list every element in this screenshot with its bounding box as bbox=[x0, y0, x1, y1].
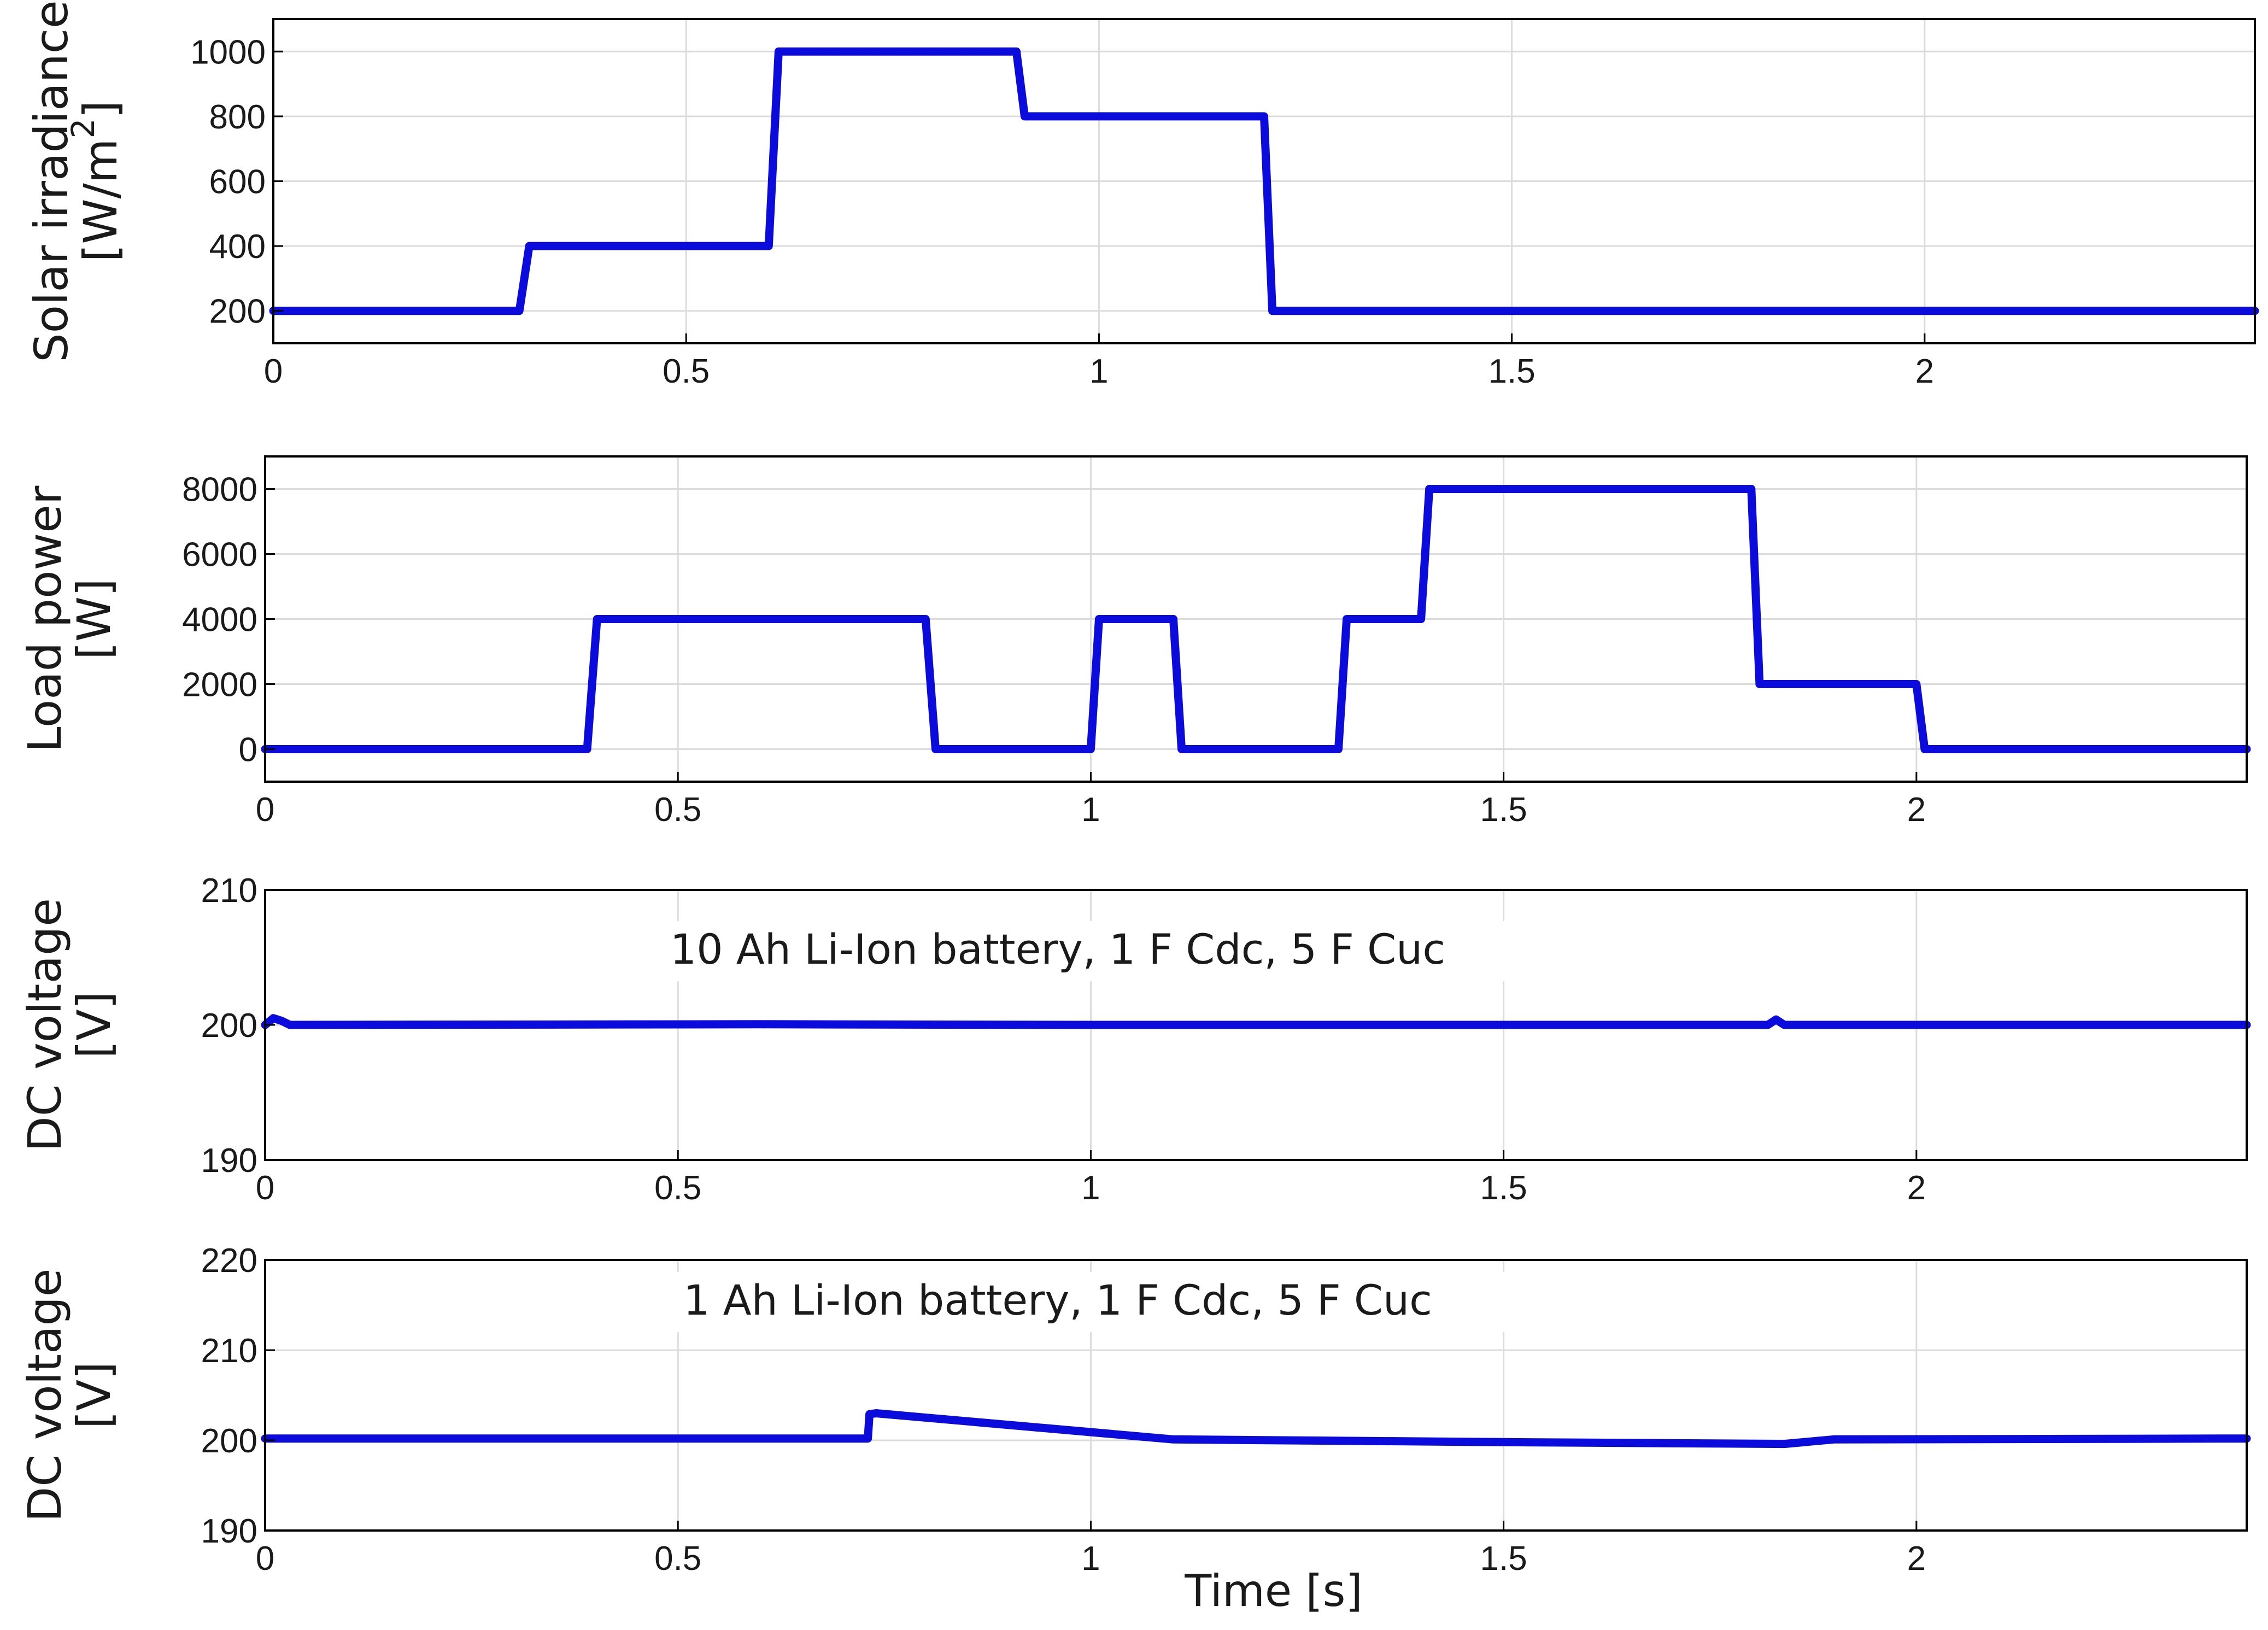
data-series-line bbox=[269, 47, 2259, 315]
y-tick-label: 4000 bbox=[182, 601, 257, 639]
x-tick-label: 2 bbox=[1915, 353, 1934, 390]
x-tick-label: 1 bbox=[1081, 791, 1100, 829]
x-tick-label: 1 bbox=[1089, 353, 1108, 390]
x-tick-label: 2 bbox=[1907, 1169, 1926, 1207]
y-axis-label: Solar irradiance bbox=[25, 0, 78, 362]
subplot-3: 10 Ah Li-Ion battery, 1 F Cdc, 5 F Cuc 0 0… bbox=[18, 872, 2251, 1207]
y-tick-label: 190 bbox=[201, 1142, 257, 1180]
x-tick-label: 1.5 bbox=[1480, 1540, 1527, 1578]
subplot-4: 1 Ah Li-Ion battery, 1 F Cdc, 5 F Cuc 0 0.… bbox=[18, 1242, 2251, 1578]
x-tick-label: 0 bbox=[256, 1169, 274, 1207]
x-tick-label: 2 bbox=[1907, 791, 1926, 829]
x-tick-label: 0.5 bbox=[654, 1540, 701, 1578]
y-axis-label: [W] bbox=[67, 578, 121, 660]
data-series-line bbox=[261, 485, 2251, 753]
y-axis-label: Load power bbox=[18, 485, 72, 752]
data-series-line bbox=[261, 1409, 2251, 1449]
x-tick-label: 0.5 bbox=[654, 1169, 701, 1207]
subplot-annotation: 10 Ah Li-Ion battery, 1 F Cdc, 5 F Cuc bbox=[670, 925, 1445, 974]
y-axis-label: [V] bbox=[67, 991, 121, 1058]
x-tick-label: 2 bbox=[1907, 1540, 1926, 1578]
x-tick-label: 1.5 bbox=[1480, 1169, 1527, 1207]
y-tick-label: 8000 bbox=[182, 471, 257, 509]
y-tick-label: 400 bbox=[209, 228, 266, 266]
y-tick-label: 210 bbox=[201, 1332, 257, 1370]
y-tick-label: 800 bbox=[209, 98, 266, 136]
axes-frame bbox=[264, 1259, 2248, 1532]
x-tick-label: 0 bbox=[256, 1540, 274, 1578]
y-tick-label: 220 bbox=[201, 1242, 257, 1280]
y-tick-label: 190 bbox=[201, 1512, 257, 1550]
y-tick-label: 2000 bbox=[182, 666, 257, 704]
y-tick-label: 200 bbox=[201, 1422, 257, 1460]
y-tick-label: 1000 bbox=[190, 33, 266, 71]
x-tick-label: 0.5 bbox=[654, 791, 701, 829]
data-series-line bbox=[261, 1014, 2251, 1029]
annotation-background bbox=[511, 921, 1604, 981]
y-tick-label: 6000 bbox=[182, 536, 257, 574]
subplot-2: 0 0.5 1 1.5 2 0 2000 4000 6000 8000 Load power[W] bbox=[18, 455, 2251, 829]
x-tick-label: 1.5 bbox=[1488, 353, 1536, 390]
y-axis-label: DC voltage bbox=[18, 898, 72, 1152]
x-tick-label: 1.5 bbox=[1480, 791, 1527, 829]
y-tick-label: 210 bbox=[201, 872, 257, 910]
subplot-annotation: 1 Ah Li-Ion battery, 1 F Cdc, 5 F Cuc bbox=[683, 1276, 1432, 1324]
x-tick-label: 0 bbox=[264, 353, 283, 390]
x-tick-label: 1 bbox=[1081, 1169, 1100, 1207]
y-axis-label: [V] bbox=[67, 1362, 121, 1429]
y-tick-label: 200 bbox=[201, 1007, 257, 1045]
y-tick-label: 600 bbox=[209, 163, 266, 201]
y-tick-label: 0 bbox=[239, 731, 257, 769]
y-axis-label: [W/m2] bbox=[65, 101, 127, 262]
x-tick-label: 0.5 bbox=[663, 353, 710, 390]
x-tick-label: 1 bbox=[1081, 1540, 1100, 1578]
x-tick-label: 0 bbox=[256, 791, 274, 829]
x-axis-label: Time [s] bbox=[1184, 1565, 1362, 1616]
y-axis-label: DC voltage bbox=[18, 1269, 72, 1522]
y-tick-label: 200 bbox=[209, 293, 266, 331]
subplot-1: 0 0.5 1 1.5 2 200 400 600 800 1000 Solar irradianc… bbox=[25, 0, 2259, 390]
annotation-background bbox=[511, 1272, 1604, 1332]
